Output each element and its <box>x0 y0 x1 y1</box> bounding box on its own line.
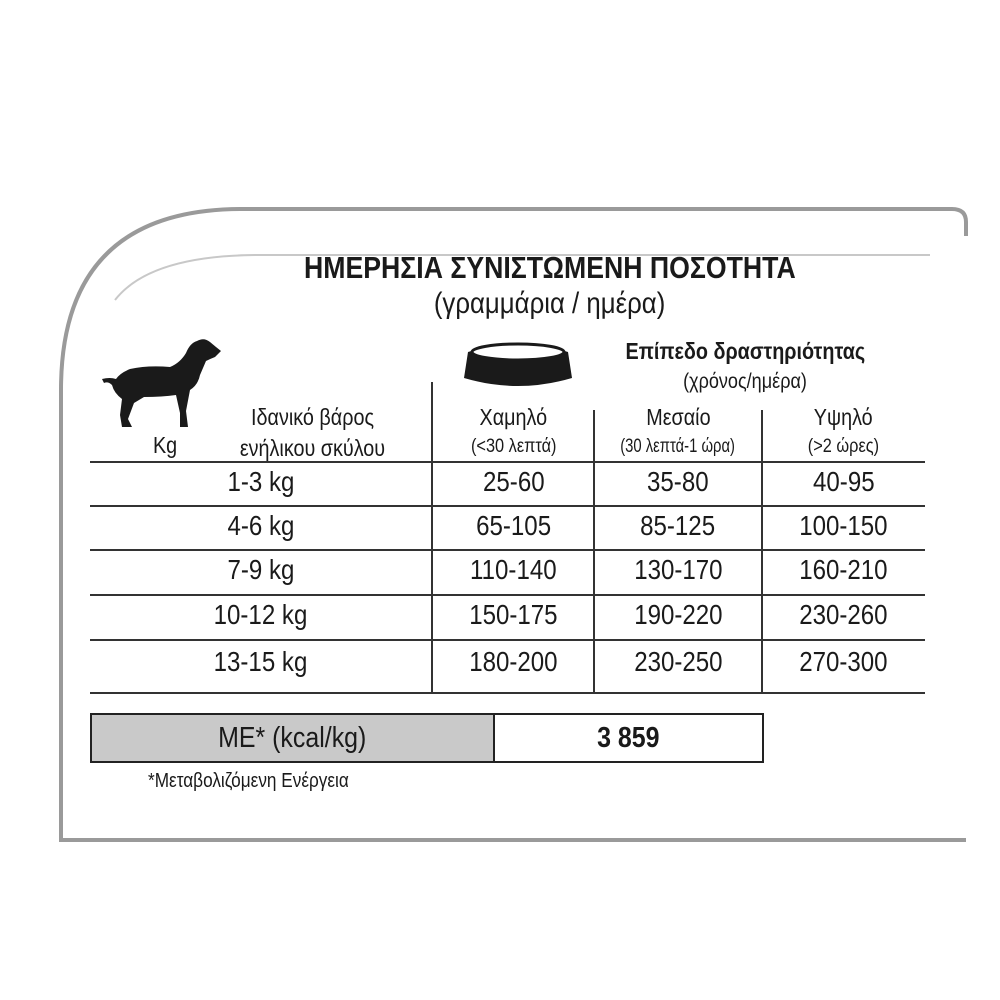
energy-box: ME* (kcal/kg) 3 859 <box>90 713 764 763</box>
row-divider <box>90 594 925 596</box>
portion-cell: 40-95 <box>812 466 875 497</box>
energy-value: 3 859 <box>597 722 660 754</box>
energy-label: ME* (kcal/kg) <box>92 715 495 761</box>
portion-cell: 160-210 <box>799 554 888 585</box>
portion-cell: 150-175 <box>469 599 558 630</box>
weight-cell: 4-6 kg <box>227 510 294 541</box>
outer-frame-border <box>59 207 968 842</box>
weight-cell: 7-9 kg <box>227 554 294 585</box>
column-range-medium: (30 λεπτά-1 ώρα) <box>620 436 736 457</box>
column-divider <box>761 410 763 694</box>
column-divider <box>431 382 433 694</box>
portion-cell: 270-300 <box>799 646 888 677</box>
column-header-medium: Μεσαίο <box>645 404 711 430</box>
portion-cell: 25-60 <box>482 466 545 497</box>
weight-cell: 13-15 kg <box>213 646 308 677</box>
weight-header-line2: ενήλικου σκύλου <box>239 435 386 461</box>
food-bowl-icon <box>464 342 572 386</box>
weight-cell: 1-3 kg <box>227 466 294 497</box>
kg-label: Kg <box>152 432 178 458</box>
page-title: ΗΜΕΡΗΣΙΑ ΣΥΝΙΣΤΩΜΕΝΗ ΠΟΣΟΤΗΤΑ <box>304 250 796 285</box>
portion-cell: 230-260 <box>799 599 888 630</box>
row-divider <box>90 461 925 463</box>
portion-cell: 190-220 <box>633 599 723 630</box>
portion-cell: 65-105 <box>476 510 551 541</box>
portion-cell: 100-150 <box>799 510 888 541</box>
weight-header-line1: Ιδανικό βάρος <box>251 404 374 430</box>
row-divider <box>90 505 925 507</box>
weight-cell: 10-12 kg <box>213 599 308 630</box>
portion-cell: 130-170 <box>633 554 723 585</box>
page-subtitle: (γραμμάρια / ημέρα) <box>434 287 666 320</box>
row-divider <box>90 549 925 551</box>
portion-cell: 110-140 <box>470 554 557 585</box>
activity-level-label: Επίπεδο δραστηριότητας <box>625 338 865 364</box>
portion-cell: 85-125 <box>640 510 716 541</box>
column-range-low: (<30 λεπτά) <box>470 436 557 457</box>
column-range-high: (>2 ώρες) <box>807 436 880 457</box>
portion-cell: 180-200 <box>469 646 558 677</box>
row-divider <box>90 692 925 694</box>
portion-cell: 230-250 <box>633 646 723 677</box>
footnote: *Μεταβολιζόμενη Ενέργεια <box>148 770 349 792</box>
row-divider <box>90 639 925 641</box>
column-header-high: Υψηλό <box>814 404 873 430</box>
activity-level-unit: (χρόνος/ημέρα) <box>683 370 807 393</box>
column-header-low: Χαμηλό <box>479 404 548 430</box>
portion-cell: 35-80 <box>647 466 709 497</box>
column-divider <box>593 410 595 694</box>
dog-silhouette-icon <box>102 339 221 427</box>
inner-arc <box>114 254 930 301</box>
